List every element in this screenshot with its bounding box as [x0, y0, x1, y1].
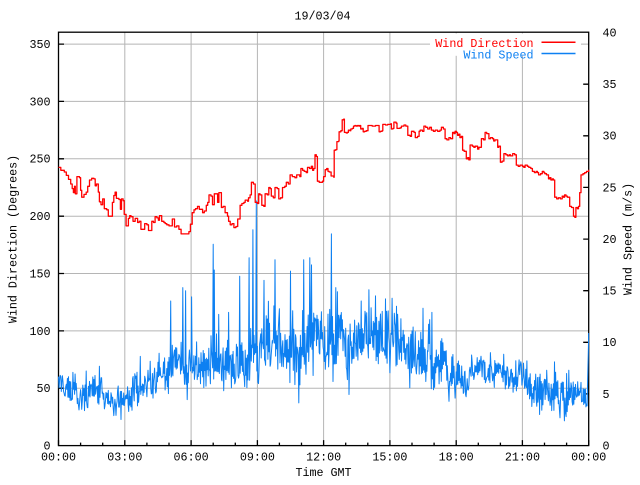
svg-text:19/03/04: 19/03/04	[294, 10, 350, 24]
svg-text:100: 100	[29, 325, 50, 339]
svg-text:200: 200	[29, 210, 50, 224]
svg-text:Wind Direction: Wind Direction	[435, 37, 533, 51]
svg-text:03:00: 03:00	[107, 451, 142, 465]
svg-text:250: 250	[29, 153, 50, 167]
svg-text:20: 20	[603, 233, 617, 247]
svg-text:30: 30	[603, 130, 617, 144]
svg-text:0: 0	[43, 439, 50, 453]
svg-text:09:00: 09:00	[240, 451, 275, 465]
svg-text:40: 40	[603, 26, 617, 40]
svg-text:00:00: 00:00	[41, 451, 76, 465]
svg-text:15:00: 15:00	[372, 451, 407, 465]
svg-text:12:00: 12:00	[306, 451, 341, 465]
svg-text:0: 0	[603, 439, 610, 453]
svg-text:35: 35	[603, 78, 617, 92]
svg-text:Wind Direction (Degrees): Wind Direction (Degrees)	[7, 155, 21, 323]
svg-text:18:00: 18:00	[439, 451, 474, 465]
svg-text:21:00: 21:00	[505, 451, 540, 465]
svg-text:Wind Speed: Wind Speed	[463, 48, 533, 62]
svg-text:50: 50	[36, 382, 50, 396]
svg-text:10: 10	[603, 336, 617, 350]
svg-text:150: 150	[29, 267, 50, 281]
svg-text:06:00: 06:00	[174, 451, 209, 465]
svg-text:350: 350	[29, 38, 50, 52]
svg-text:15: 15	[603, 285, 617, 299]
svg-text:Wind Speed (m/s): Wind Speed (m/s)	[622, 183, 636, 295]
svg-text:Time GMT: Time GMT	[295, 466, 351, 480]
svg-text:25: 25	[603, 181, 617, 195]
svg-text:300: 300	[29, 95, 50, 109]
svg-text:00:00: 00:00	[571, 451, 606, 465]
svg-text:5: 5	[603, 388, 610, 402]
